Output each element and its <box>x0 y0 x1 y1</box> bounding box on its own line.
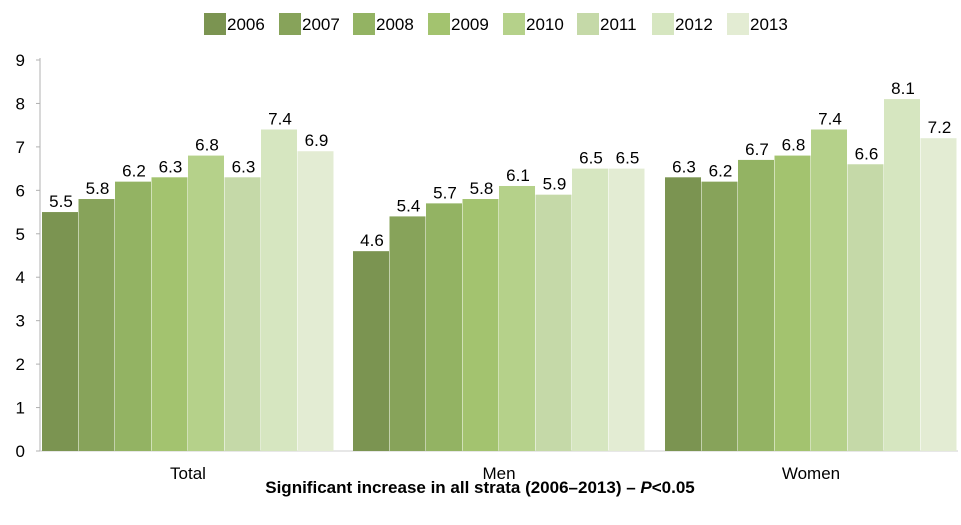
bar-women-2006 <box>665 177 701 452</box>
value-label: 6.9 <box>305 131 329 150</box>
value-label: 6.3 <box>672 157 696 176</box>
bar-total-2008 <box>115 181 151 451</box>
y-tick-label: 7 <box>16 138 25 157</box>
bar-women-2011 <box>847 164 884 451</box>
y-tick-label: 5 <box>16 225 25 244</box>
bar-total-2007 <box>78 199 115 451</box>
value-label: 6.2 <box>122 162 146 181</box>
value-label: 5.5 <box>49 192 73 211</box>
legend-swatch <box>279 13 301 35</box>
x-axis: Total Men Women <box>170 464 840 483</box>
bar-total-2010 <box>188 155 224 452</box>
value-label: 6.8 <box>195 136 219 155</box>
legend-swatch <box>727 13 749 35</box>
y-tick-label: 1 <box>16 399 25 418</box>
y-tick-label: 3 <box>16 312 25 331</box>
bar-men-2012 <box>572 168 608 451</box>
x-category-label: Men <box>482 464 515 483</box>
legend-label: 2008 <box>376 15 414 34</box>
y-tick-label: 0 <box>16 442 25 461</box>
legend-label: 2011 <box>600 15 637 34</box>
value-label: 5.8 <box>470 179 494 198</box>
value-label: 6.5 <box>579 149 603 168</box>
y-tick-label: 4 <box>16 268 25 287</box>
legend-label: 2006 <box>227 15 265 34</box>
bar-men-2008 <box>426 203 462 451</box>
x-category-label: Women <box>782 464 840 483</box>
value-label: 6.3 <box>159 157 183 176</box>
bar-total-2013 <box>297 151 334 451</box>
value-label: 5.8 <box>86 179 110 198</box>
bar-women-2013 <box>920 138 957 451</box>
y-tick-label: 8 <box>16 94 25 113</box>
legend-label: 2010 <box>526 15 564 34</box>
chart-footnote: Significant increase in all strata (2006… <box>265 478 695 497</box>
bar-men-2010 <box>499 185 535 451</box>
x-category-label: Total <box>170 464 206 483</box>
legend-label: 2012 <box>675 15 713 34</box>
value-label: 6.2 <box>709 162 733 181</box>
value-label: 6.1 <box>506 166 530 185</box>
bar-women-2010 <box>811 129 847 451</box>
bar-men-2006 <box>353 251 389 451</box>
y-tick-label: 9 <box>16 51 25 70</box>
bar-total-2012 <box>261 129 297 451</box>
value-label: 6.6 <box>855 144 879 163</box>
bar-men-2009 <box>462 199 499 451</box>
legend-swatch <box>353 13 375 35</box>
value-label: 4.6 <box>360 231 384 250</box>
value-label: 5.4 <box>397 196 421 215</box>
bar-total-2006 <box>42 212 78 451</box>
legend: 2006 2007 2008 2009 2010 2011 2012 2013 <box>204 13 788 35</box>
bar-total-2009 <box>151 177 188 452</box>
bar-women-2007 <box>701 181 738 451</box>
legend-swatch <box>204 13 226 35</box>
value-label: 7.4 <box>268 110 292 129</box>
bar-men-2007 <box>389 216 426 451</box>
y-tick-label: 6 <box>16 181 25 200</box>
value-labels: 5.5 5.8 6.2 6.3 6.8 6.3 7.4 6.9 4.6 5.4 5.7 5.8 6.1 5… <box>49 79 951 250</box>
legend-label: 2013 <box>750 15 788 34</box>
legend-label: 2007 <box>302 15 340 34</box>
legend-swatch <box>577 13 599 35</box>
bar-women-2012 <box>884 99 920 451</box>
bar-women-2008 <box>738 159 774 451</box>
bar-total-2011 <box>224 177 261 452</box>
legend-swatch <box>652 13 674 35</box>
value-label: 6.3 <box>232 157 256 176</box>
bar-women-2009 <box>774 155 811 452</box>
legend-swatch <box>428 13 450 35</box>
footnote-p: P <box>640 478 652 497</box>
value-label: 5.7 <box>433 183 457 202</box>
footnote-main: Significant increase in all strata (2006… <box>265 478 640 497</box>
y-tick-label: 2 <box>16 355 25 374</box>
value-label: 6.5 <box>616 149 640 168</box>
legend-swatch <box>503 13 525 35</box>
bars <box>42 99 957 452</box>
value-label: 8.1 <box>891 79 915 98</box>
bar-men-2013 <box>608 168 645 451</box>
bar-men-2011 <box>535 194 572 451</box>
value-label: 5.9 <box>543 175 567 194</box>
legend-label: 2009 <box>451 15 489 34</box>
value-label: 6.8 <box>782 136 806 155</box>
value-label: 6.7 <box>745 140 769 159</box>
value-label: 7.2 <box>928 118 952 137</box>
value-label: 7.4 <box>818 110 842 129</box>
footnote-tail: <0.05 <box>652 478 695 497</box>
